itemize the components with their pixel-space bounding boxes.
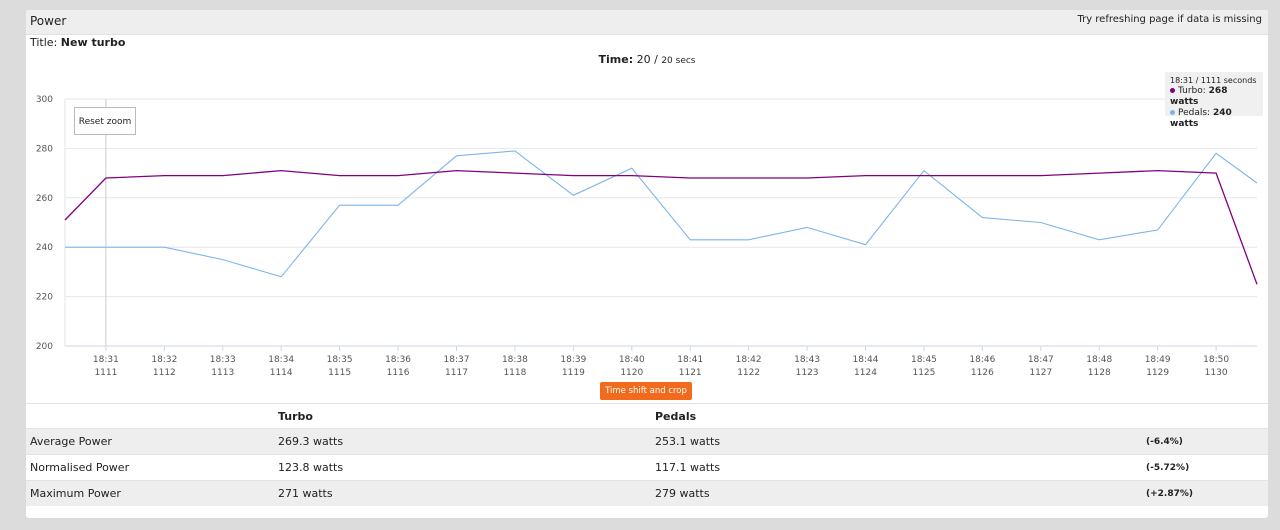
time-value: 20 / xyxy=(636,53,658,66)
stat-diff: (-5.72%) xyxy=(1146,463,1190,473)
x-tick-label: 18:38 xyxy=(502,355,528,365)
tooltip-pedals-value: 240 watts xyxy=(1170,108,1232,129)
x-tick-label: 18:47 xyxy=(1028,355,1054,365)
x-tick-label: 18:46 xyxy=(969,355,995,365)
stats-header-pedals: Pedals xyxy=(655,410,697,423)
x-tick-label: 1114 xyxy=(270,368,293,378)
x-tick-label: 18:44 xyxy=(853,355,879,365)
stat-turbo: 271 watts xyxy=(278,487,333,500)
stat-label: Maximum Power xyxy=(30,487,121,500)
time-label: Time: xyxy=(598,53,634,66)
power-chart[interactable]: 200 220 240 260 280 300 18:31 1111 18:32 1112 18:3… xyxy=(26,10,1268,402)
panel-header: Power Try refreshing page if data is mis… xyxy=(26,10,1268,35)
x-tick-label: 18:41 xyxy=(677,355,703,365)
tooltip-turbo: Turbo: 268 watts xyxy=(1170,86,1258,108)
x-tick-label: 18:40 xyxy=(619,355,645,365)
x-tick-label: 18:31 xyxy=(93,355,119,365)
stat-diff: (+2.87%) xyxy=(1146,489,1193,499)
x-tick-label: 1119 xyxy=(562,368,585,378)
x-tick-label: 1115 xyxy=(328,368,351,378)
x-tick-label: 1130 xyxy=(1205,368,1228,378)
stats-header-turbo: Turbo xyxy=(278,410,313,423)
x-tick-label: 1127 xyxy=(1029,368,1052,378)
x-tick-label: 18:42 xyxy=(736,355,762,365)
pedals-dot-icon xyxy=(1170,110,1175,115)
x-tick-label: 18:36 xyxy=(385,355,411,365)
x-tick-label: 18:48 xyxy=(1086,355,1112,365)
x-tick-label: 1112 xyxy=(153,368,176,378)
x-tick-label: 18:33 xyxy=(210,355,236,365)
table-row: Average Power 269.3 watts 253.1 watts (-… xyxy=(26,428,1268,454)
x-tick-label: 1113 xyxy=(211,368,234,378)
x-tick-label: 1125 xyxy=(912,368,935,378)
chart-tooltip: 18:31 / 1111 seconds Turbo: 268 watts Pe… xyxy=(1165,72,1263,129)
tooltip-pedals: Pedals: 240 watts xyxy=(1170,108,1258,130)
series-line-pedals xyxy=(65,150,1258,278)
time-unit: 20 secs xyxy=(661,56,696,66)
y-tick-label: 220 xyxy=(36,293,53,303)
title-value: New turbo xyxy=(60,36,126,49)
x-tick-label: 1121 xyxy=(679,368,702,378)
x-tick-label: 18:45 xyxy=(911,355,937,365)
table-row: Maximum Power 271 watts 279 watts (+2.87… xyxy=(26,480,1268,506)
stat-turbo: 269.3 watts xyxy=(278,435,344,448)
tooltip-pedals-label: Pedals: xyxy=(1178,108,1211,118)
power-panel: Power Try refreshing page if data is mis… xyxy=(26,10,1268,518)
stat-pedals: 279 watts xyxy=(655,487,710,500)
stat-label: Average Power xyxy=(30,435,112,448)
x-tick-label: 1111 xyxy=(94,368,117,378)
y-tick-label: 300 xyxy=(36,95,53,105)
y-tick-label: 280 xyxy=(36,144,53,154)
reset-zoom-button[interactable]: Reset zoom xyxy=(74,107,136,135)
activity-title: Title: New turbo xyxy=(30,36,125,49)
x-tick-label: 18:39 xyxy=(560,355,586,365)
stat-pedals: 253.1 watts xyxy=(655,435,721,448)
x-tick-label: 18:34 xyxy=(268,355,294,365)
x-tick-label: 1116 xyxy=(387,368,410,378)
stat-diff: (-6.4%) xyxy=(1146,437,1183,447)
stat-label: Normalised Power xyxy=(30,461,130,474)
x-tick-label: 1128 xyxy=(1088,368,1111,378)
stat-turbo: 123.8 watts xyxy=(278,461,344,474)
tooltip-header: 18:31 / 1111 seconds xyxy=(1170,76,1257,85)
turbo-dot-icon xyxy=(1170,88,1175,93)
stat-pedals: 117.1 watts xyxy=(655,461,721,474)
panel-title: Power xyxy=(30,14,67,28)
tooltip-turbo-value: 268 watts xyxy=(1170,86,1228,107)
x-tick-label: 18:50 xyxy=(1203,355,1229,365)
x-tick-label: 1120 xyxy=(620,368,643,378)
x-tick-label: 1124 xyxy=(854,368,877,378)
power-stats-table: Turbo Pedals Average Power 269.3 watts 2… xyxy=(26,403,1268,506)
x-tick-label: 1117 xyxy=(445,368,468,378)
x-tick-label: 18:32 xyxy=(151,355,177,365)
x-tick-label: 1123 xyxy=(796,368,819,378)
x-tick-label: 1129 xyxy=(1146,368,1169,378)
y-tick-label: 260 xyxy=(36,194,53,204)
x-tick-label: 18:37 xyxy=(444,355,470,365)
y-tick-label: 240 xyxy=(36,243,53,253)
x-tick-label: 1126 xyxy=(971,368,994,378)
refresh-note: Try refreshing page if data is missing xyxy=(1077,14,1262,25)
x-tick-label: 18:49 xyxy=(1145,355,1171,365)
x-tick-label: 1118 xyxy=(503,368,526,378)
stats-header-row: Turbo Pedals xyxy=(26,403,1268,428)
title-label: Title: xyxy=(30,36,58,49)
time-shift-button[interactable]: Time shift and crop xyxy=(600,382,692,400)
table-row: Normalised Power 123.8 watts 117.1 watts… xyxy=(26,454,1268,480)
series-line-turbo xyxy=(64,169,1258,285)
x-tick-label: 18:35 xyxy=(327,355,353,365)
x-tick-label: 18:43 xyxy=(794,355,820,365)
y-tick-label: 200 xyxy=(36,342,53,352)
time-summary: Time: 20 / 20 secs xyxy=(26,53,1268,66)
tooltip-turbo-label: Turbo: xyxy=(1178,86,1206,96)
x-tick-label: 1122 xyxy=(737,368,760,378)
